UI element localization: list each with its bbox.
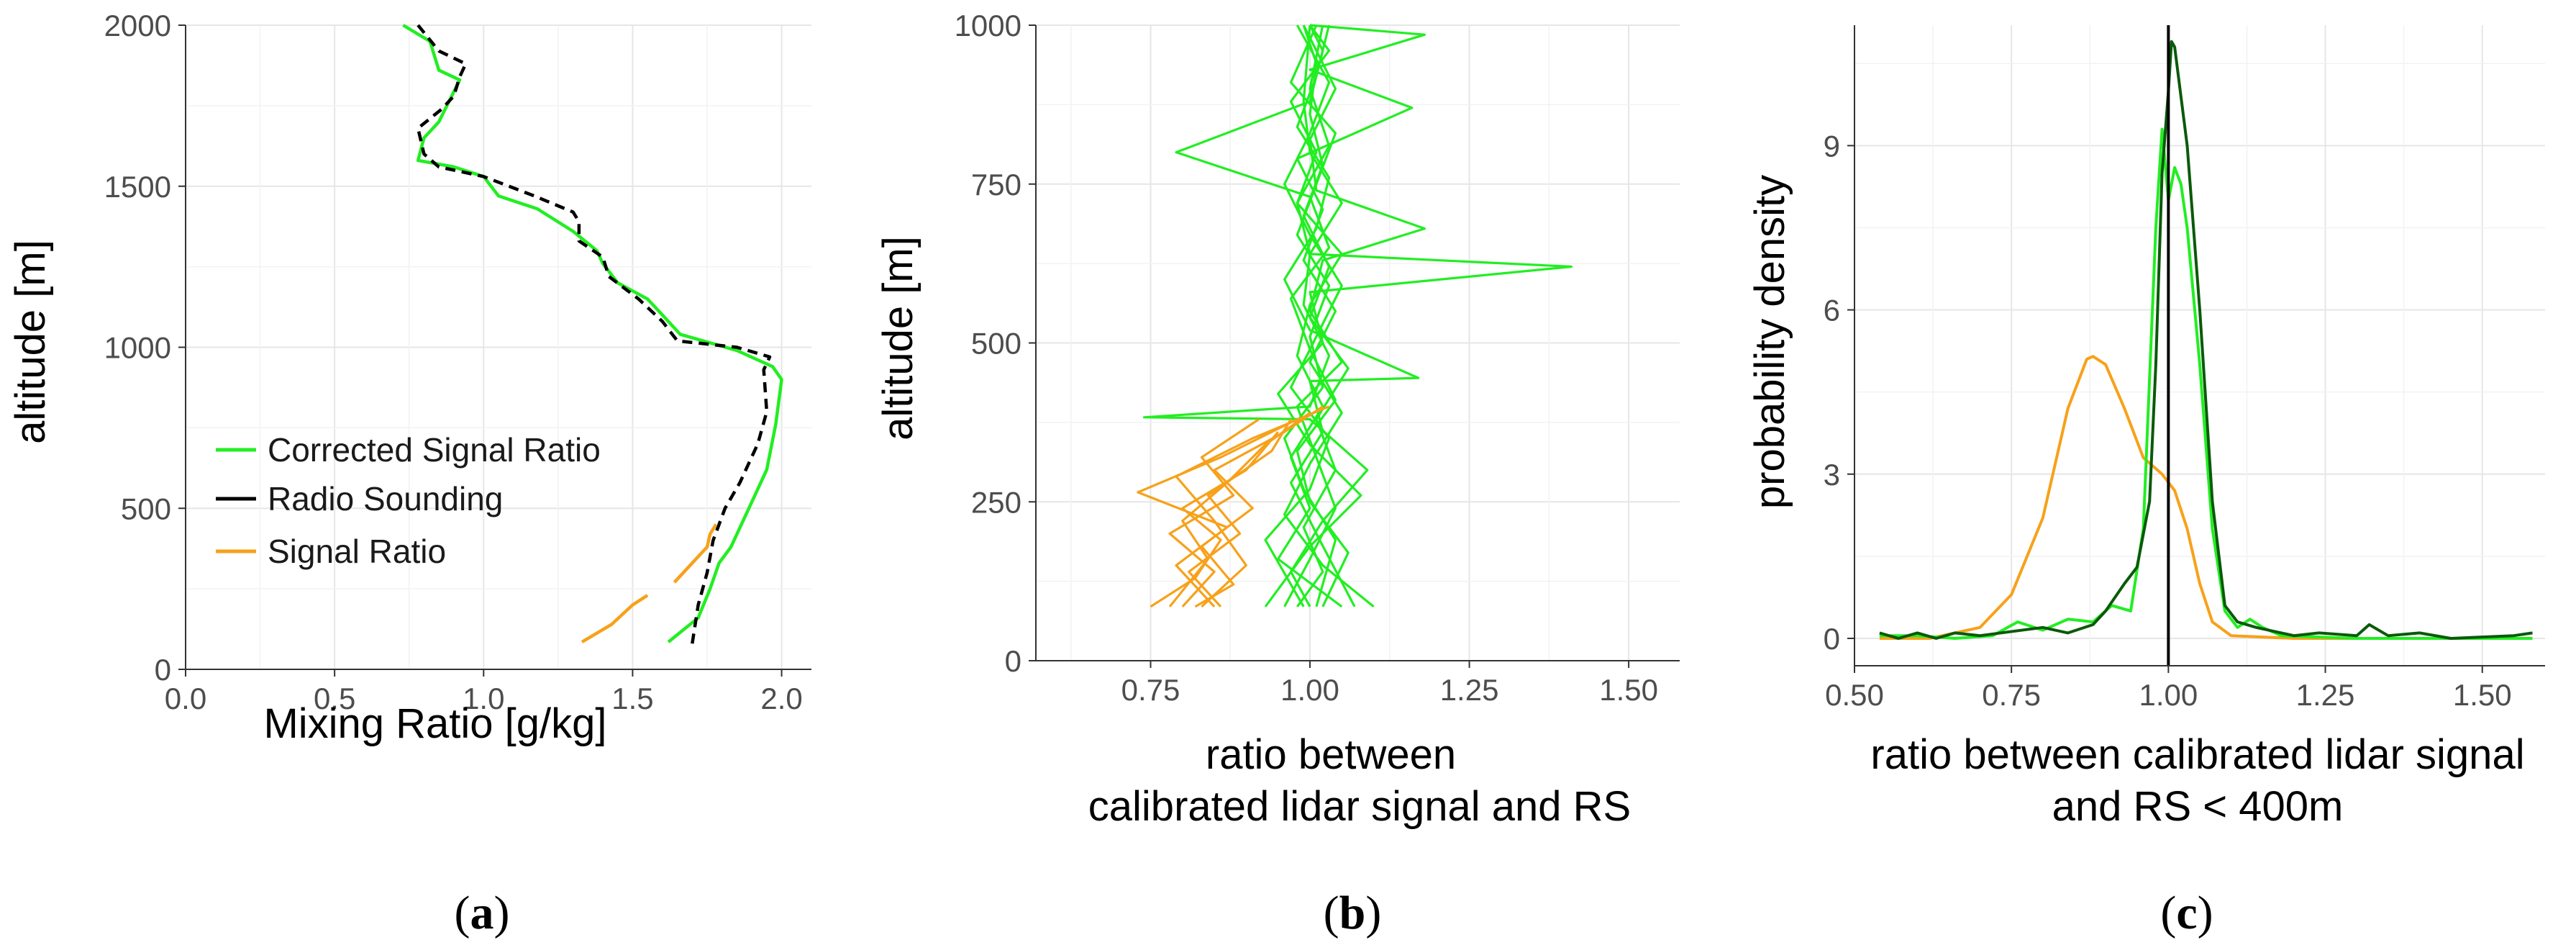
y-tick-label: 500 [121, 492, 171, 525]
panel-c-axes [1854, 25, 2545, 666]
panel-a-series [402, 24, 783, 644]
y-tick-label: 250 [971, 485, 1021, 519]
panel-b-series [1137, 24, 1573, 608]
y-tick-label: 2000 [104, 9, 171, 42]
panel-c-xlabel-line1: ratio between calibrated lidar signal [1870, 731, 2524, 778]
x-tick-label: 1.00 [1280, 673, 1339, 707]
y-tick-label: 1500 [104, 170, 171, 204]
panel-c-chart: 0.50 0.75 1.00 1.25 1.50 0 3 6 9 probability den… [1747, 25, 2545, 939]
y-tick-label: 0 [1005, 644, 1021, 678]
panel-a-chart: 0.0 0.5 1.0 1.5 2.0 0 500 1000 1500 2000 altitude… [7, 9, 811, 939]
density-line-signal [1879, 355, 2533, 640]
profile-line-signal [1188, 418, 1292, 607]
panel-a-legend: Corrected Signal Ratio Radio Sounding Si… [216, 431, 601, 570]
panel-c-label: (c) [2160, 887, 2213, 939]
legend-label-corrected: Corrected Signal Ratio [268, 431, 601, 469]
panel-b-grid [1036, 24, 1680, 661]
panel-a-xlabel: Mixing Ratio [g/kg] [263, 700, 606, 747]
x-tick-label: 0.50 [1825, 678, 1884, 712]
y-tick-label: 1000 [955, 9, 1021, 42]
panel-c-ylabel: probability density [1747, 175, 1793, 509]
x-tick-label: 1.50 [2453, 678, 2512, 712]
series-line-radio-sounding [416, 24, 772, 644]
series-line-signal-ratio [581, 594, 649, 643]
panel-b-tick-labels: 0.75 1.00 1.25 1.50 0 250 500 750 1000 [955, 9, 1658, 707]
y-tick-label: 1000 [104, 331, 171, 365]
legend-label-signal: Signal Ratio [268, 533, 446, 570]
profile-line-signal [1175, 405, 1330, 608]
panel-a-tick-labels: 0.0 0.5 1.0 1.5 2.0 0 500 1000 1500 2000 [104, 9, 803, 715]
profile-line-corrected [1175, 24, 1350, 607]
y-tick-label: 750 [971, 168, 1021, 202]
y-tick-label: 500 [971, 327, 1021, 361]
profile-line-corrected [1283, 24, 1426, 607]
panel-b-ylabel: altitude [m] [875, 236, 921, 440]
profile-line-corrected [1143, 24, 1369, 607]
panel-c-series [1879, 25, 2533, 666]
series-line-corrected-signal-ratio [402, 24, 783, 643]
y-tick-label: 9 [1824, 129, 1840, 163]
y-tick-label: 0 [155, 653, 171, 687]
x-tick-label: 1.50 [1599, 673, 1658, 707]
x-tick-label: 1.5 [611, 682, 653, 715]
panel-c-grid [1854, 25, 2545, 666]
panel-b-xlabel-line2: calibrated lidar signal and RS [1088, 783, 1631, 830]
x-tick-label: 1.0 [463, 682, 504, 715]
x-tick-label: 0.75 [1982, 678, 2041, 712]
x-tick-label: 0.5 [314, 682, 355, 715]
y-tick-label: 0 [1824, 622, 1840, 656]
x-tick-label: 0.0 [165, 682, 206, 715]
panel-a-ylabel: altitude [m] [7, 240, 54, 444]
density-line-corrected [1879, 127, 2533, 640]
y-tick-label: 6 [1824, 294, 1840, 327]
x-tick-label: 0.75 [1121, 673, 1180, 707]
profile-line-signal [1168, 412, 1311, 607]
profile-line-corrected [1283, 24, 1420, 607]
panel-b-chart: 0.75 1.00 1.25 1.50 0 250 500 750 1000 altitude … [875, 9, 1680, 939]
x-tick-label: 2.0 [760, 682, 802, 715]
x-tick-label: 1.25 [2296, 678, 2355, 712]
panel-a-label: (a) [455, 887, 510, 939]
profile-line-signal [1168, 418, 1260, 607]
x-tick-label: 1.00 [2139, 678, 2198, 712]
profile-line-corrected [1264, 24, 1573, 607]
panel-c-xlabel-line2: and RS < 400m [2052, 783, 2344, 830]
series-line-signal-ratio [673, 523, 718, 584]
x-tick-label: 1.25 [1440, 673, 1499, 707]
panel-b-xlabel-line1: ratio between [1206, 731, 1456, 778]
profile-line-corrected [1283, 24, 1337, 607]
profile-line-corrected [1277, 24, 1343, 608]
profile-line-corrected [1264, 24, 1343, 607]
legend-label-radio: Radio Sounding [268, 480, 503, 517]
y-tick-label: 3 [1824, 458, 1840, 492]
profile-line-signal [1137, 418, 1298, 607]
profile-line-corrected [1283, 24, 1426, 608]
panel-b-label: (b) [1324, 887, 1382, 939]
density-line-dark_green [1879, 40, 2533, 640]
panel-a-grid [185, 24, 811, 670]
panel-c-tick-labels: 0.50 0.75 1.00 1.25 1.50 0 3 6 9 [1824, 129, 2512, 712]
